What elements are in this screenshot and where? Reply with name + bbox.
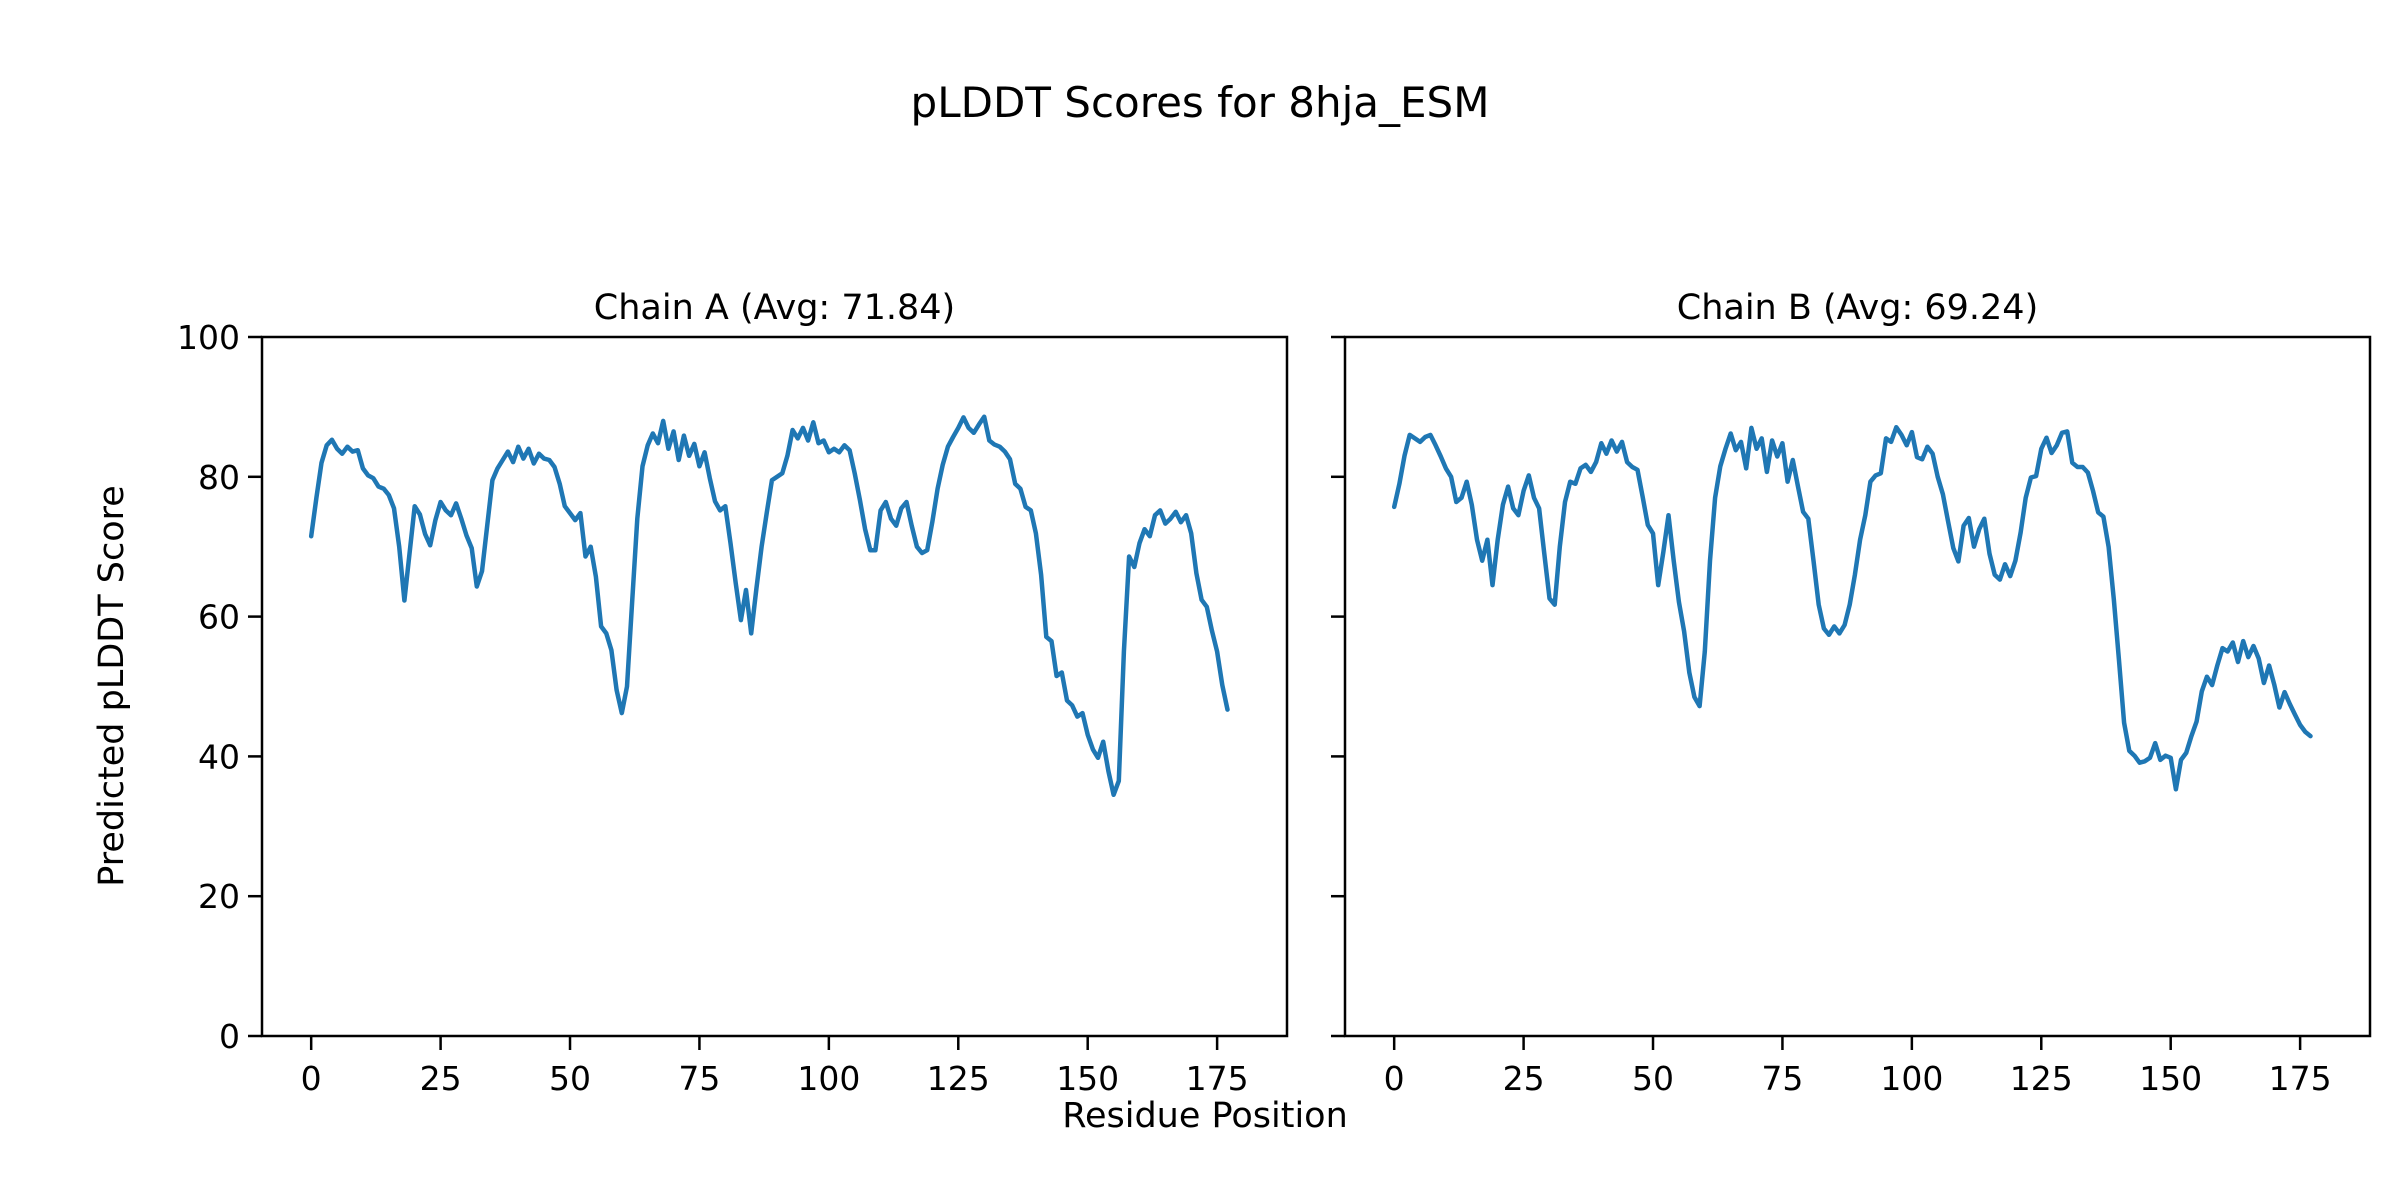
y-tick-label: 80 [198, 458, 240, 497]
x-tick-label: 75 [1761, 1059, 1803, 1098]
x-tick-label: 75 [678, 1059, 720, 1098]
x-tick-label: 175 [1186, 1059, 1249, 1098]
x-tick-label: 100 [1880, 1059, 1943, 1098]
x-axis-label: Residue Position [1062, 1096, 1348, 1136]
x-tick-label: 100 [797, 1059, 860, 1098]
figure-title: pLDDT Scores for 8hja_ESM [910, 78, 1490, 127]
subplot-chain-a: 0 25 50 75 100 125 150 175 0 20 40 60 80 100 [177, 318, 1289, 1098]
x-tick-label: 50 [1632, 1059, 1674, 1098]
y-tick-label: 100 [177, 318, 240, 357]
axes-spines [1343, 335, 2372, 1038]
y-tick-label: 0 [219, 1017, 240, 1056]
y-tick-label: 60 [198, 598, 240, 637]
subplot-chain-b: 0 25 50 75 100 125 150 175 [1331, 335, 2372, 1098]
x-tick-label: 25 [1503, 1059, 1545, 1098]
y-tick-label: 20 [198, 877, 240, 916]
x-tick-label: 125 [927, 1059, 990, 1098]
x-tick-label: 50 [549, 1059, 591, 1098]
x-tick-label: 150 [2139, 1059, 2202, 1098]
x-tick-label: 0 [1384, 1059, 1405, 1098]
plddt-line-chain-a [308, 414, 1230, 798]
x-tick-label: 125 [2010, 1059, 2073, 1098]
y-tick-label: 40 [198, 737, 240, 776]
x-tick-label: 25 [420, 1059, 462, 1098]
subplot-title-chain-b: Chain B (Avg: 69.24) [1676, 288, 2039, 328]
plddt-line-chain-b [1391, 424, 2313, 792]
x-tick-label: 175 [2269, 1059, 2332, 1098]
axes-spines [260, 335, 1289, 1038]
x-tick-label: 150 [1056, 1059, 1119, 1098]
subplot-title-chain-a: Chain A (Avg: 71.84) [593, 288, 956, 328]
x-tick-label: 0 [301, 1059, 322, 1098]
